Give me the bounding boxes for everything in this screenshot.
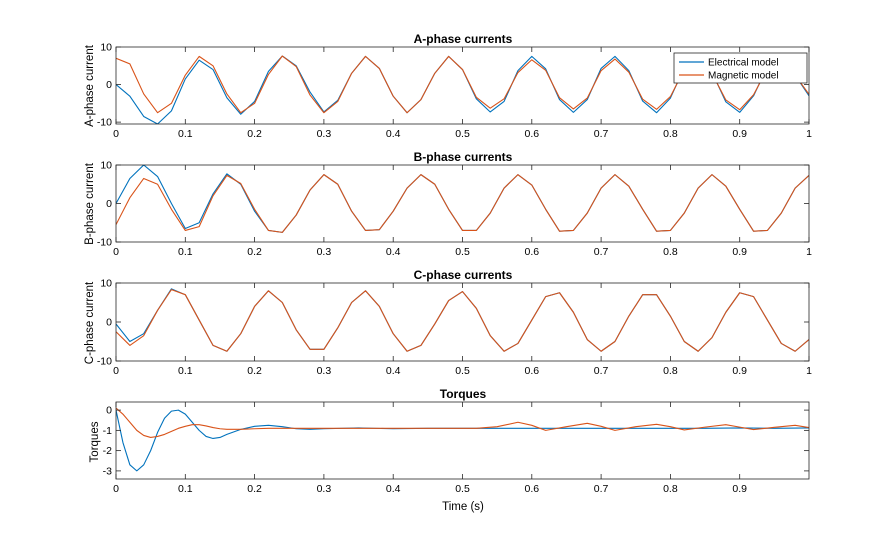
- x-tick-label: 0.3: [317, 483, 332, 495]
- legend: Electrical model Magnetic model: [673, 52, 808, 84]
- x-tick-label: 0: [113, 246, 119, 258]
- y-tick-label: 0: [106, 405, 112, 417]
- y-tick-label: 0: [106, 79, 112, 91]
- y-tick-label: 0: [106, 317, 112, 329]
- y-tick-label: -3: [103, 465, 112, 477]
- x-tick-label: 0.9: [732, 483, 747, 495]
- series-line-magnetic: [116, 289, 809, 352]
- x-tick-label: 1: [806, 365, 812, 377]
- x-tick-label: 0.7: [594, 365, 609, 377]
- x-tick-label: 0.7: [594, 128, 609, 140]
- subplot-title: A-phase currents: [414, 32, 513, 46]
- subplot-b-phase: B-phase currents B-phase current 0 0.1 0.2…: [84, 150, 812, 258]
- y-tick-label: 10: [100, 42, 112, 54]
- x-tick-label: 0: [113, 128, 119, 140]
- x-tick-label: 0.9: [732, 246, 747, 258]
- x-tick-label: 0: [113, 483, 119, 495]
- subplot-torques: Torques Torques Time (s) 0 0.1 0.2 0.3 0.4 0.…: [89, 387, 810, 513]
- x-tick-label: 0.1: [178, 128, 193, 140]
- x-tick-label: 0.2: [247, 483, 262, 495]
- legend-label-electrical: Electrical model: [708, 58, 779, 69]
- x-tick-label: 1: [806, 128, 812, 140]
- legend-box: [673, 52, 808, 84]
- x-tick-label: 0.9: [732, 365, 747, 377]
- y-tick-label: -10: [97, 117, 112, 129]
- x-tick-label: 0.5: [455, 483, 470, 495]
- x-tick-label: 0.1: [178, 365, 193, 377]
- x-tick-label: 0.8: [663, 128, 678, 140]
- series-line-magnetic: [116, 407, 809, 439]
- legend-label-magnetic: Magnetic model: [708, 71, 779, 82]
- x-tick-label: 0.3: [317, 365, 332, 377]
- series-line-electrical: [116, 409, 809, 472]
- y-axis-label: C-phase current: [84, 281, 96, 364]
- x-tick-label: 0.5: [455, 128, 470, 140]
- x-tick-label: 0.8: [663, 483, 678, 495]
- x-tick-label: 0.4: [386, 483, 401, 495]
- y-tick-label: -10: [97, 237, 112, 249]
- x-tick-label: 0.6: [524, 483, 539, 495]
- x-tick-label: 0.1: [178, 246, 193, 258]
- x-tick-label: 0.1: [178, 483, 193, 495]
- x-tick-label: 1: [806, 246, 812, 258]
- x-tick-label: 0.8: [663, 246, 678, 258]
- x-tick-label: 0.9: [732, 128, 747, 140]
- subplot-a-phase: A-phase currents A-phase current 0 0.1 0.2…: [84, 32, 812, 140]
- subplot-c-phase: C-phase currents C-phase current 0 0.1 0.2…: [84, 268, 812, 377]
- y-tick-label: 10: [100, 160, 112, 172]
- x-tick-label: 0.4: [386, 365, 401, 377]
- x-tick-label: 0.3: [317, 128, 332, 140]
- y-tick-label: -2: [103, 445, 112, 457]
- series-line-magnetic: [116, 174, 809, 233]
- subplot-title: B-phase currents: [414, 150, 513, 164]
- x-tick-label: 0.6: [524, 365, 539, 377]
- x-tick-label: 0.7: [594, 246, 609, 258]
- y-axis-label: A-phase current: [84, 44, 96, 127]
- plot-area: 0 0.1 0.2 0.3 0.4 0.5 0.6 0.7 0.8 0.9 0 -1 -2 -3: [103, 401, 810, 495]
- y-axis-label: Torques: [89, 421, 101, 462]
- y-axis-label: B-phase current: [84, 162, 96, 245]
- x-tick-label: 0.2: [247, 365, 262, 377]
- series-group: [116, 288, 809, 352]
- x-tick-label: 0.5: [455, 365, 470, 377]
- x-tick-label: 0.2: [247, 246, 262, 258]
- y-tick-label: 10: [100, 278, 112, 290]
- y-tick-label: 0: [106, 198, 112, 210]
- x-axis-label: Time (s): [442, 501, 484, 513]
- subplot-title: Torques: [440, 387, 487, 401]
- series-group: [116, 165, 809, 233]
- y-tick-label: -1: [103, 425, 112, 437]
- x-tick-label: 0: [113, 365, 119, 377]
- subplot-title: C-phase currents: [414, 268, 513, 282]
- x-tick-label: 0.6: [524, 128, 539, 140]
- series-group: [116, 407, 809, 472]
- x-tick-label: 0.7: [594, 483, 609, 495]
- x-tick-label: 0.6: [524, 246, 539, 258]
- x-tick-label: 0.4: [386, 246, 401, 258]
- x-tick-label: 0.2: [247, 128, 262, 140]
- x-tick-label: 0.5: [455, 246, 470, 258]
- x-tick-label: 0.4: [386, 128, 401, 140]
- y-tick-label: -10: [97, 356, 112, 368]
- x-tick-label: 0.8: [663, 365, 678, 377]
- x-tick-label: 0.3: [317, 246, 332, 258]
